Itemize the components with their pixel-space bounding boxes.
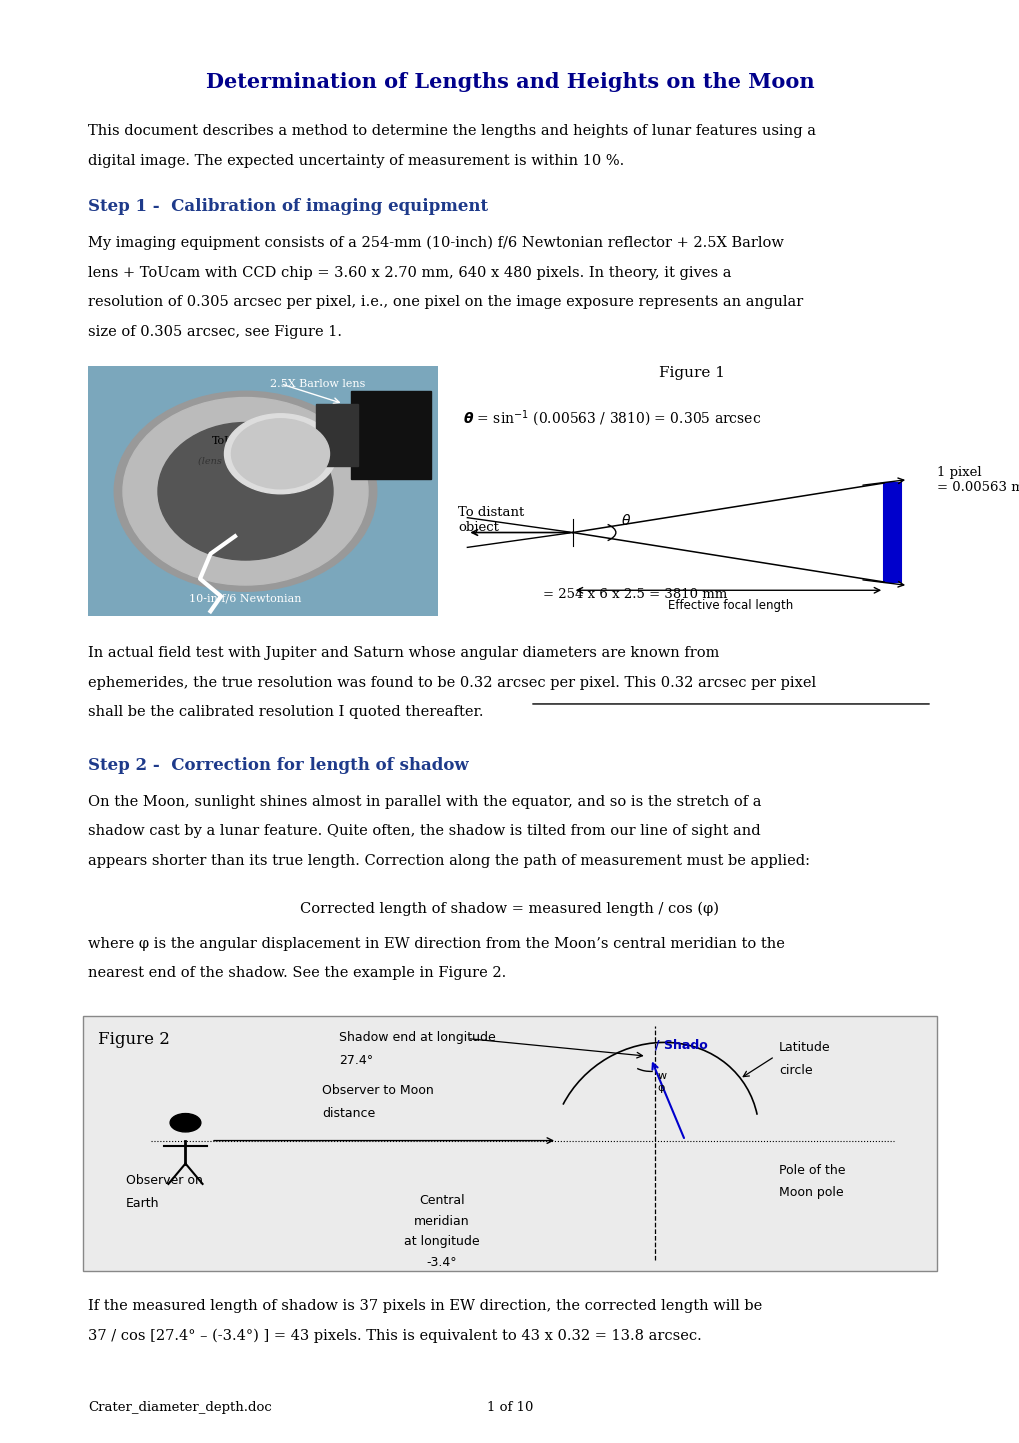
Text: Figure 1: Figure 1	[659, 367, 725, 381]
Text: My imaging equipment consists of a 254-mm (10-inch) f/6 Newtonian reflector + 2.: My imaging equipment consists of a 254-m…	[88, 237, 784, 251]
Ellipse shape	[158, 423, 332, 560]
Text: Moon pole: Moon pole	[779, 1186, 843, 1199]
Text: Figure 2: Figure 2	[98, 1030, 170, 1048]
Text: Step 1 -  Calibration of imaging equipment: Step 1 - Calibration of imaging equipmen…	[88, 198, 488, 215]
Bar	[315, 404, 357, 466]
Text: Shadow end at longitude: Shadow end at longitude	[339, 1030, 495, 1043]
Ellipse shape	[224, 414, 336, 494]
Text: ToUcam: ToUcam	[212, 436, 258, 446]
Text: 37 / cos [27.4° – (-3.4°) ] = 43 pixels. This is equivalent to 43 x 0.32 = 13.8 : 37 / cos [27.4° – (-3.4°) ] = 43 pixels.…	[88, 1328, 701, 1342]
Text: 27.4°: 27.4°	[339, 1053, 373, 1066]
Text: 10-in f/6 Newtonian: 10-in f/6 Newtonian	[190, 593, 302, 603]
Text: Determination of Lengths and Heights on the Moon: Determination of Lengths and Heights on …	[206, 72, 813, 92]
Text: size of 0.305 arcsec, see Figure 1.: size of 0.305 arcsec, see Figure 1.	[88, 325, 341, 339]
Text: On the Moon, sunlight shines almost in parallel with the equator, and so is the : On the Moon, sunlight shines almost in p…	[88, 795, 761, 810]
Text: Corrected length of shadow = measured length / cos (φ): Corrected length of shadow = measured le…	[301, 902, 718, 916]
Text: Observer on: Observer on	[125, 1173, 203, 1186]
Text: appears shorter than its true length. Correction along the path of measurement m: appears shorter than its true length. Co…	[88, 854, 809, 869]
Text: 1 of 10: 1 of 10	[486, 1401, 533, 1414]
Ellipse shape	[560, 1052, 749, 1235]
Text: 1 pixel
= 0.00563 mm: 1 pixel = 0.00563 mm	[936, 466, 1019, 495]
Text: -3.4°: -3.4°	[426, 1257, 457, 1270]
Text: resolution of 0.305 arcsec per pixel, i.e., one pixel on the image exposure repr: resolution of 0.305 arcsec per pixel, i.…	[88, 296, 803, 309]
Text: nearest end of the shadow. See the example in Figure 2.: nearest end of the shadow. See the examp…	[88, 967, 505, 980]
Bar	[883, 483, 900, 582]
Text: = 254 x 6 x 2.5 = 3810 mm: = 254 x 6 x 2.5 = 3810 mm	[542, 589, 727, 602]
Ellipse shape	[114, 391, 376, 592]
Text: where φ is the angular displacement in EW direction from the Moon’s central meri: where φ is the angular displacement in E…	[88, 937, 784, 951]
Text: (lens removed): (lens removed)	[198, 457, 272, 466]
Text: shadow cast by a lunar feature. Quite often, the shadow is tilted from our line : shadow cast by a lunar feature. Quite of…	[88, 824, 760, 838]
Text: 2.5X Barlow lens: 2.5X Barlow lens	[270, 378, 365, 388]
Text: Crater_diameter_depth.doc: Crater_diameter_depth.doc	[88, 1401, 271, 1414]
Text: Step 2 -  Correction for length of shadow: Step 2 - Correction for length of shadow	[88, 758, 468, 773]
Text: Latitude: Latitude	[779, 1042, 829, 1055]
Text: / Shado: / Shado	[654, 1038, 707, 1051]
Text: lens + ToUcam with CCD chip = 3.60 x 2.70 mm, 640 x 480 pixels. In theory, it gi: lens + ToUcam with CCD chip = 3.60 x 2.7…	[88, 266, 731, 280]
Ellipse shape	[231, 418, 329, 489]
Text: meridian: meridian	[414, 1215, 469, 1228]
Text: $\boldsymbol{\theta}$ = sin$^{-1}$ (0.00563 / 3810) = 0.305 arcsec: $\boldsymbol{\theta}$ = sin$^{-1}$ (0.00…	[463, 408, 760, 429]
Text: circle: circle	[779, 1063, 812, 1076]
Text: This document describes a method to determine the lengths and heights of lunar f: This document describes a method to dete…	[88, 124, 815, 139]
Text: $\theta$: $\theta$	[620, 512, 630, 528]
Bar	[351, 391, 431, 479]
Text: Effective focal length: Effective focal length	[667, 599, 793, 612]
Text: ephemerides, the true resolution was found to be 0.32 arcsec per pixel. This 0.3: ephemerides, the true resolution was fou…	[88, 675, 815, 690]
Text: Observer to Moon: Observer to Moon	[322, 1085, 433, 1098]
Ellipse shape	[123, 397, 368, 584]
Text: If the measured length of shadow is 37 pixels in EW direction, the corrected len: If the measured length of shadow is 37 p…	[88, 1299, 761, 1313]
Text: Central: Central	[419, 1195, 464, 1208]
Text: w
φ: w φ	[657, 1072, 666, 1092]
Circle shape	[170, 1114, 201, 1131]
Text: distance: distance	[322, 1107, 375, 1120]
Text: To distant
object: To distant object	[458, 506, 524, 534]
Text: Pole of the: Pole of the	[779, 1163, 845, 1176]
Text: In actual field test with Jupiter and Saturn whose angular diameters are known f: In actual field test with Jupiter and Sa…	[88, 646, 718, 661]
Text: at longitude: at longitude	[404, 1235, 479, 1248]
Text: Earth: Earth	[125, 1196, 159, 1209]
Text: digital image. The expected uncertainty of measurement is within 10 %.: digital image. The expected uncertainty …	[88, 153, 624, 167]
Text: shall be the calibrated resolution I quoted thereafter.: shall be the calibrated resolution I quo…	[88, 706, 483, 720]
Bar	[83, 1016, 936, 1271]
